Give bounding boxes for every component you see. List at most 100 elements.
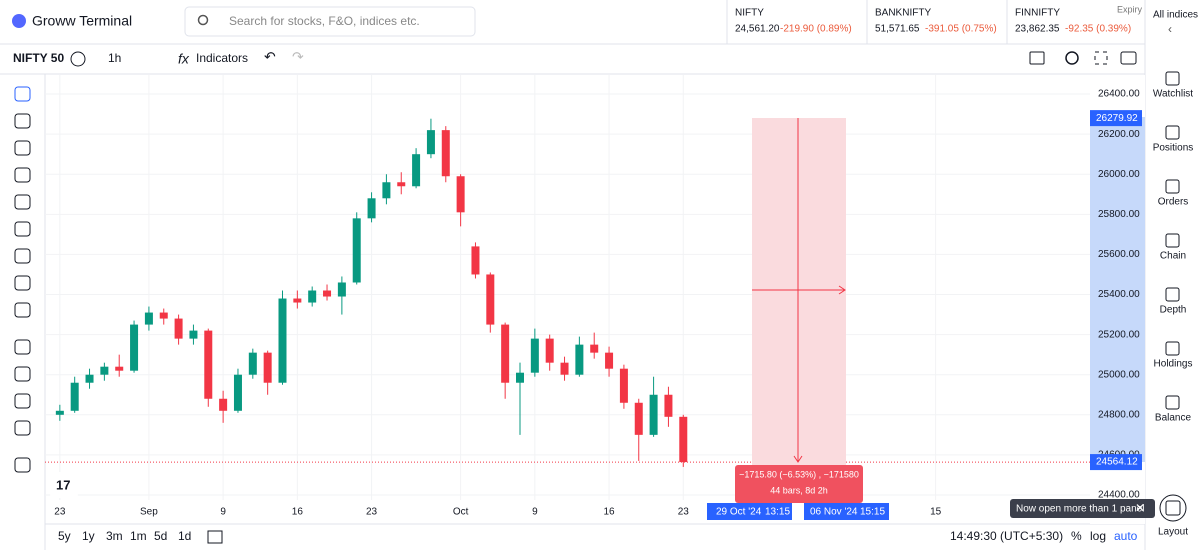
fullscreen-icon[interactable]	[1094, 51, 1108, 65]
candle-body	[619, 368, 628, 403]
range-button[interactable]: 5d	[154, 529, 167, 543]
symbol[interactable]: NIFTY 50	[13, 51, 64, 65]
x-tick-label: 15	[930, 507, 942, 518]
candle-body	[248, 352, 257, 375]
x-tick-label: 16	[292, 507, 304, 518]
expiry[interactable]: Expiry	[1117, 4, 1143, 14]
index-price: 24,561.20	[735, 24, 780, 35]
measure-change: −1715.80 (−6.53%) , −171580	[739, 469, 859, 479]
tool-icon[interactable]	[14, 393, 31, 409]
candle-body	[486, 274, 495, 325]
sidebar-item[interactable]: Holdings	[1154, 359, 1193, 370]
tool-icon[interactable]	[14, 366, 31, 382]
layout-icon[interactable]	[1029, 51, 1045, 65]
tool-icon[interactable]	[14, 86, 31, 102]
y-tick-label: 25200.00	[1098, 329, 1140, 340]
index-change: -391.05 (0.75%)	[925, 24, 997, 35]
date-range-icon[interactable]	[207, 530, 223, 544]
camera-icon[interactable]	[1120, 51, 1137, 65]
sidebar-icon	[1165, 125, 1180, 140]
log[interactable]: log	[1090, 529, 1106, 543]
settings-icon[interactable]	[1065, 51, 1079, 65]
candle-body	[471, 246, 480, 275]
tool-icon[interactable]	[14, 167, 31, 183]
sidebar-item[interactable]: Depth	[1160, 305, 1187, 316]
y-tick-label: 25400.00	[1098, 289, 1140, 300]
candle-body	[679, 416, 688, 463]
candle-body	[664, 394, 673, 417]
tool-icon[interactable]	[14, 221, 31, 237]
index-change: -219.90 (0.89%)	[780, 24, 852, 35]
tooltip-text: Now open more than 1 panel	[1016, 504, 1144, 515]
time-label	[707, 503, 792, 520]
range-button[interactable]: 1y	[82, 529, 95, 543]
time-label	[804, 503, 889, 520]
undo[interactable]: ↶	[264, 49, 276, 65]
tool-icon[interactable]	[14, 113, 31, 129]
tool-icon[interactable]	[14, 140, 31, 156]
auto[interactable]: auto	[1114, 529, 1138, 543]
layout-button[interactable]	[1159, 494, 1187, 522]
candle-body	[426, 130, 435, 155]
measure-end-time: 15:15	[860, 507, 885, 518]
candle-body	[263, 352, 272, 383]
candle-body	[575, 344, 584, 375]
tooltip-close[interactable]: ✕	[1135, 501, 1145, 515]
y-tick-label: 26000.00	[1098, 169, 1140, 180]
tool-icon[interactable]	[14, 275, 31, 291]
sidebar-icon	[1165, 341, 1180, 356]
sidebar-item[interactable]: Balance	[1155, 413, 1192, 424]
tool-icon[interactable]	[14, 248, 31, 264]
all-indices[interactable]: All indices	[1153, 10, 1198, 21]
range-button[interactable]: 3m	[106, 529, 123, 543]
candle-body	[204, 330, 213, 399]
sidebar-item[interactable]: Chain	[1160, 251, 1186, 262]
candle-body	[219, 398, 228, 411]
index-name[interactable]: FINNIFTY	[1015, 8, 1060, 19]
candle-body	[278, 298, 287, 383]
index-price: 51,571.65	[875, 24, 920, 35]
measure-arrow-head	[838, 285, 846, 295]
sidebar-icon	[1165, 71, 1180, 86]
price-label-bg	[1090, 454, 1142, 471]
add-symbol[interactable]	[70, 51, 86, 67]
tv-logo-bg	[50, 472, 78, 498]
tool-icon[interactable]	[14, 339, 31, 355]
search-box[interactable]	[184, 6, 476, 37]
index-name[interactable]: NIFTY	[735, 8, 764, 19]
x-tick-label: 23	[366, 507, 378, 518]
range-button[interactable]: 1m	[130, 529, 147, 543]
sidebar-icon	[1165, 233, 1180, 248]
index-name[interactable]: BANKNIFTY	[875, 8, 931, 19]
candle-body	[159, 312, 168, 319]
x-tick-label: Oct	[453, 507, 469, 518]
range-button[interactable]: 1d	[178, 529, 191, 543]
y-tick-label: 26200.00	[1098, 129, 1140, 140]
percent[interactable]: %	[1071, 529, 1082, 543]
candle-body	[605, 352, 614, 369]
sidebar-item[interactable]: Positions	[1153, 143, 1194, 154]
tool-icon[interactable]	[14, 457, 31, 473]
candle-body	[560, 362, 569, 375]
range-button[interactable]: 5y	[58, 529, 71, 543]
candle-body	[382, 182, 391, 199]
sidebar-icon	[1165, 395, 1180, 410]
measure-area	[752, 118, 846, 465]
interval[interactable]: 1h	[108, 51, 121, 65]
y-tick-label: 24800.00	[1098, 409, 1140, 420]
redo[interactable]: ↷	[292, 49, 304, 65]
layout-label[interactable]: Layout	[1158, 527, 1188, 538]
candle-body	[130, 324, 139, 371]
index-price: 23,862.35	[1015, 24, 1060, 35]
indicators[interactable]: Indicators	[196, 51, 248, 65]
tool-icon[interactable]	[14, 194, 31, 210]
measure-top-label: 26279.92	[1096, 113, 1138, 124]
sidebar-item[interactable]: Orders	[1158, 197, 1189, 208]
sidebar-item[interactable]: Watchlist	[1153, 89, 1193, 100]
tool-icon[interactable]	[14, 302, 31, 318]
chevron[interactable]: ‹	[1168, 22, 1172, 36]
candle-body	[308, 290, 317, 303]
tool-icon[interactable]	[14, 420, 31, 436]
candle-body	[70, 382, 79, 411]
